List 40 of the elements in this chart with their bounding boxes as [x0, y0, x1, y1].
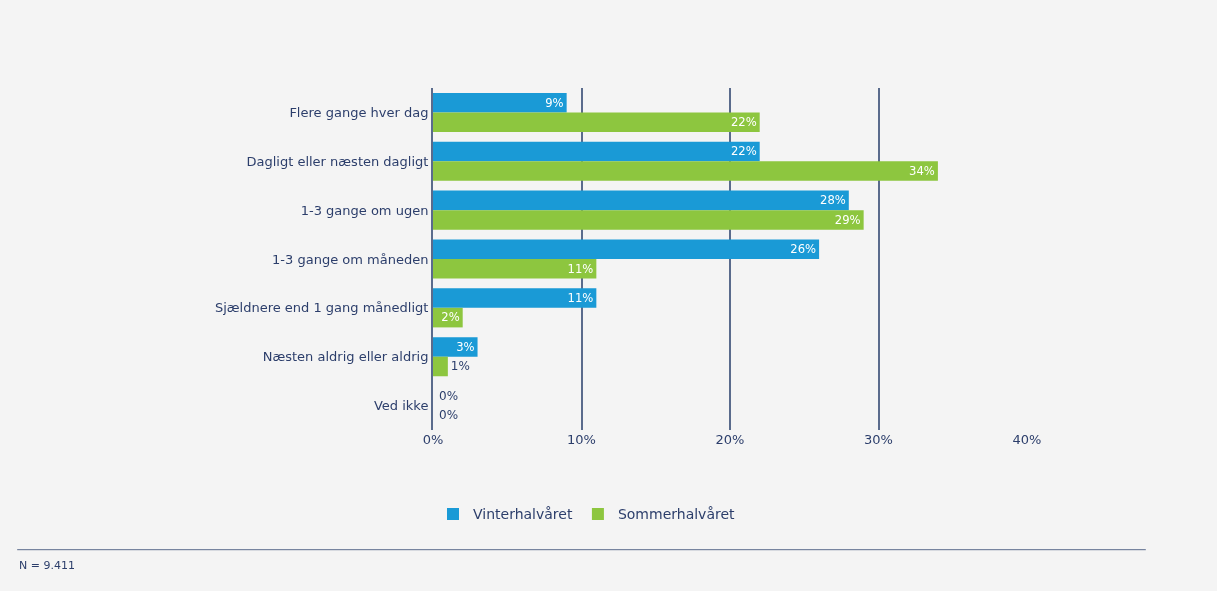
data-label: 11% [567, 290, 594, 305]
data-label: 29% [834, 212, 861, 227]
data-label: 0% [439, 408, 459, 422]
y-tick-label: Dagligt eller næsten dagligt [246, 153, 429, 169]
data-label: 1% [450, 359, 470, 374]
bar [433, 337, 478, 357]
bar [433, 210, 864, 230]
x-tick-label: 0% [422, 432, 444, 447]
y-tick-label: Sjældnere end 1 gang månedligt [214, 300, 429, 316]
data-label: 22% [730, 144, 757, 159]
data-label: 2% [441, 310, 460, 325]
data-label: 3% [456, 339, 475, 354]
x-tick-label: 10% [567, 432, 596, 447]
data-label: 9% [545, 95, 564, 110]
bar [433, 141, 760, 162]
data-label: 0% [439, 389, 459, 403]
y-tick-label: Ved ikke [373, 398, 429, 414]
bar [433, 239, 820, 259]
bar [433, 259, 597, 279]
data-label: 26% [790, 242, 817, 257]
bar [433, 161, 938, 181]
bar [433, 92, 567, 113]
x-tick-label: 40% [1012, 432, 1042, 447]
y-tick-label: Flere gange hver dag [289, 104, 429, 120]
data-label: 22% [730, 115, 757, 130]
x-tick-label: 20% [715, 432, 745, 447]
data-label: 34% [909, 163, 935, 178]
text: N = 9.411 [19, 559, 75, 572]
y-tick-label: Næsten aldrig eller aldrig [262, 349, 429, 365]
y-tick-label: 1-3 gange om måneden [272, 251, 429, 267]
legend-label: Vinterhalvåret [473, 506, 573, 523]
bar [433, 288, 597, 308]
data-label: 28% [820, 193, 846, 208]
bar [433, 356, 448, 377]
legend-label: Sommerhalvåret [617, 506, 736, 523]
y-tick-label: 1-3 gange om ugen [300, 202, 429, 218]
bar [433, 112, 760, 132]
data-label: 11% [567, 261, 594, 276]
bar [433, 190, 849, 211]
x-tick-label: 30% [864, 432, 893, 447]
